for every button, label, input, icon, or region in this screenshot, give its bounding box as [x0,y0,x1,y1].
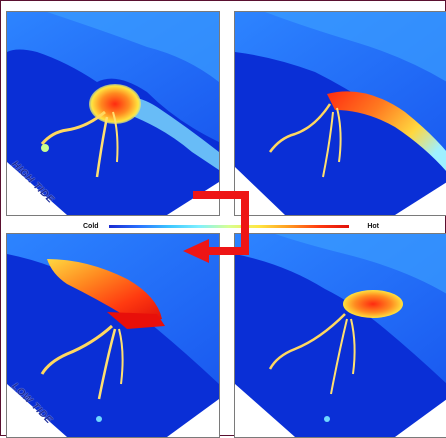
thermal-map-low-tide-early [7,234,219,437]
panel-low-tide-early [6,233,220,438]
panel-low-tide-late [234,233,446,438]
thermal-map-low-tide-late [235,234,446,437]
cycle-arrow-icon [183,191,249,263]
thermal-map-high-tide-late [235,12,446,215]
legend-color-bar [109,225,349,228]
legend-hot-label: Hot [367,223,379,230]
panel-high-tide-late [234,11,446,216]
panel-high-tide-early [6,11,220,216]
temperature-legend: Cold Hot [83,221,379,233]
thermal-map-high-tide-early [7,12,219,215]
legend-cold-label: Cold [83,223,99,230]
